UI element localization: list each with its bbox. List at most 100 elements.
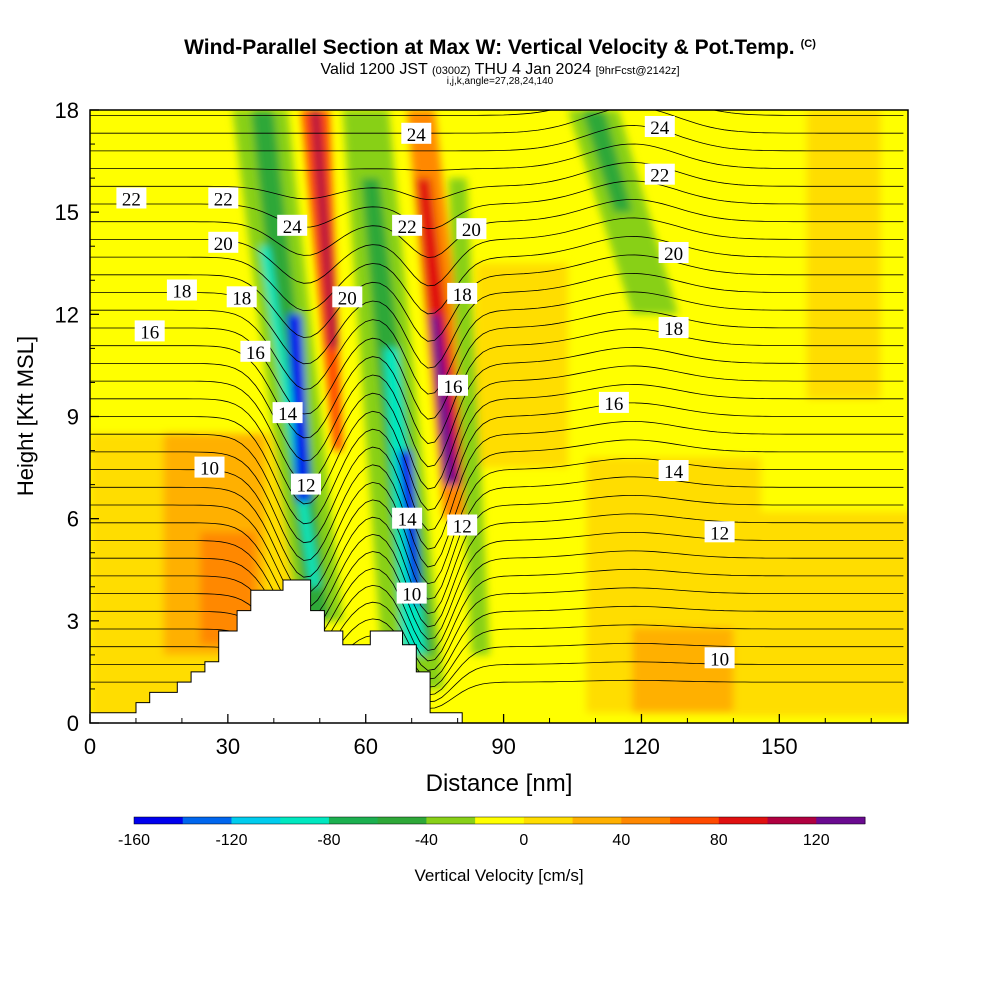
theta-label: 10: [194, 456, 225, 480]
theta-label-text: 12: [453, 517, 472, 538]
grid-indices: i,j,k,angle=27,28,24,140: [446, 76, 554, 87]
plot-area: 22 22 20 18 16 18 16 24 14 12 10 20 24 22 20 18 16 14 12 10…: [89, 109, 909, 724]
theta-label: 22: [116, 187, 147, 211]
theta-label-box: [658, 460, 689, 481]
theta-label-box: [240, 340, 271, 362]
theta-label-text: 24: [283, 217, 303, 238]
theta-label-text: 20: [664, 244, 683, 265]
ascent-band-1-core: [310, 110, 339, 349]
theta-contour-line: [90, 383, 904, 511]
colorbar-segment: [280, 817, 330, 824]
colorbar-segment: [328, 817, 379, 824]
copyright-mark: (C): [800, 38, 816, 50]
theta-label-box: [456, 218, 487, 240]
theta-label: 16: [134, 320, 165, 343]
theta-label-text: 22: [650, 166, 669, 187]
theta-contour-line: [90, 110, 904, 116]
x-tick-label: 90: [491, 734, 515, 759]
y-tick-label: 0: [67, 711, 79, 736]
descent-band-4-core: [581, 110, 633, 213]
theta-label-text: 14: [664, 462, 684, 483]
theta-label: 14: [658, 460, 689, 483]
theta-label-box: [438, 374, 468, 396]
theta-label-box: [392, 214, 423, 236]
theta-label-text: 24: [650, 118, 670, 139]
y-tick-label: 6: [67, 507, 79, 532]
theta-label: 20: [332, 286, 363, 309]
theta-label: 20: [658, 242, 689, 265]
theta-contour-line: [90, 605, 904, 680]
theta-label: 22: [644, 163, 675, 187]
x-tick-label: 60: [353, 734, 377, 759]
theta-contour-line: [90, 365, 904, 490]
theta-label-text: 10: [710, 649, 729, 670]
theta-label: 16: [598, 391, 629, 415]
y-tick-label: 9: [67, 405, 79, 430]
theta-label-text: 18: [172, 282, 191, 303]
theta-contour-line: [90, 421, 904, 550]
ascent-core-right: [632, 627, 752, 713]
ascent-lowlevel-right: [733, 511, 908, 717]
theta-label: 14: [272, 402, 303, 425]
colorbar-segment: [475, 817, 525, 824]
theta-label: 18: [658, 317, 689, 340]
theta-label-box: [658, 242, 689, 263]
theta-contour-line: [90, 624, 904, 688]
valid-utc: (0300Z): [431, 65, 471, 77]
theta-label-box: [447, 514, 478, 536]
theta-label: 24: [401, 122, 432, 146]
x-tick-label: 0: [84, 734, 96, 759]
theta-contour-line: [90, 550, 904, 651]
theta-label: 22: [392, 214, 423, 238]
colorbar-segment: [523, 817, 574, 824]
colorbar-segment: [377, 817, 427, 824]
theta-contour-line: [90, 532, 904, 640]
forecast-info: [9hrFcst@2142z]: [595, 65, 680, 77]
ascent-band-1-outer: [301, 110, 343, 451]
theta-label-box: [208, 187, 239, 209]
theta-contour-line: [90, 162, 904, 201]
theta-label-box: [392, 507, 423, 529]
colorbar-segment: [621, 817, 671, 824]
theta-contour-line: [90, 272, 904, 369]
colorbar-frame: [133, 816, 866, 825]
theta-contour-line: [90, 587, 904, 671]
theta-contour-line: [90, 458, 904, 585]
colorbar-segment: [816, 817, 866, 824]
x-tick-label: 120: [623, 734, 660, 759]
theta-label-text: 16: [140, 322, 159, 343]
theta-label-box: [291, 473, 321, 495]
theta-contour-line: [90, 143, 904, 171]
x-tick-label: 150: [761, 734, 798, 759]
theta-label-box: [401, 122, 432, 144]
valid-time: Valid 1200 JST: [320, 61, 428, 78]
theta-label-box: [226, 286, 257, 308]
theta-label: 12: [704, 521, 735, 544]
theta-label-text: 14: [398, 510, 418, 531]
theta-contour-line: [90, 568, 904, 662]
theta-label: 20: [208, 231, 239, 255]
theta-contour-line: [90, 328, 904, 444]
theta-label: 10: [704, 647, 735, 670]
valid-date: THU 4 Jan 2024: [474, 61, 592, 78]
theta-contour-line: [90, 110, 904, 134]
theta-label-box: [332, 286, 363, 308]
theta-contour-line: [90, 125, 904, 152]
theta-label-text: 16: [246, 343, 265, 364]
colorbar-tick-label: 120: [803, 832, 830, 849]
theta-label-box: [447, 282, 478, 304]
theta-label: 18: [226, 286, 257, 309]
ascent-upper-right: [806, 110, 881, 400]
theta-label-box: [598, 391, 629, 413]
theta-contour-line: [90, 346, 904, 468]
theta-contour-line: [90, 513, 904, 628]
theta-label-box: [704, 521, 735, 543]
theta-label-box: [272, 402, 303, 424]
theta-label-text: 16: [444, 377, 463, 398]
theta-contour-line: [90, 402, 904, 531]
y-tick-label: 15: [55, 200, 79, 225]
theta-label-text: 18: [664, 319, 683, 340]
theta-label-text: 14: [278, 404, 298, 425]
theta-label: 12: [447, 514, 478, 538]
